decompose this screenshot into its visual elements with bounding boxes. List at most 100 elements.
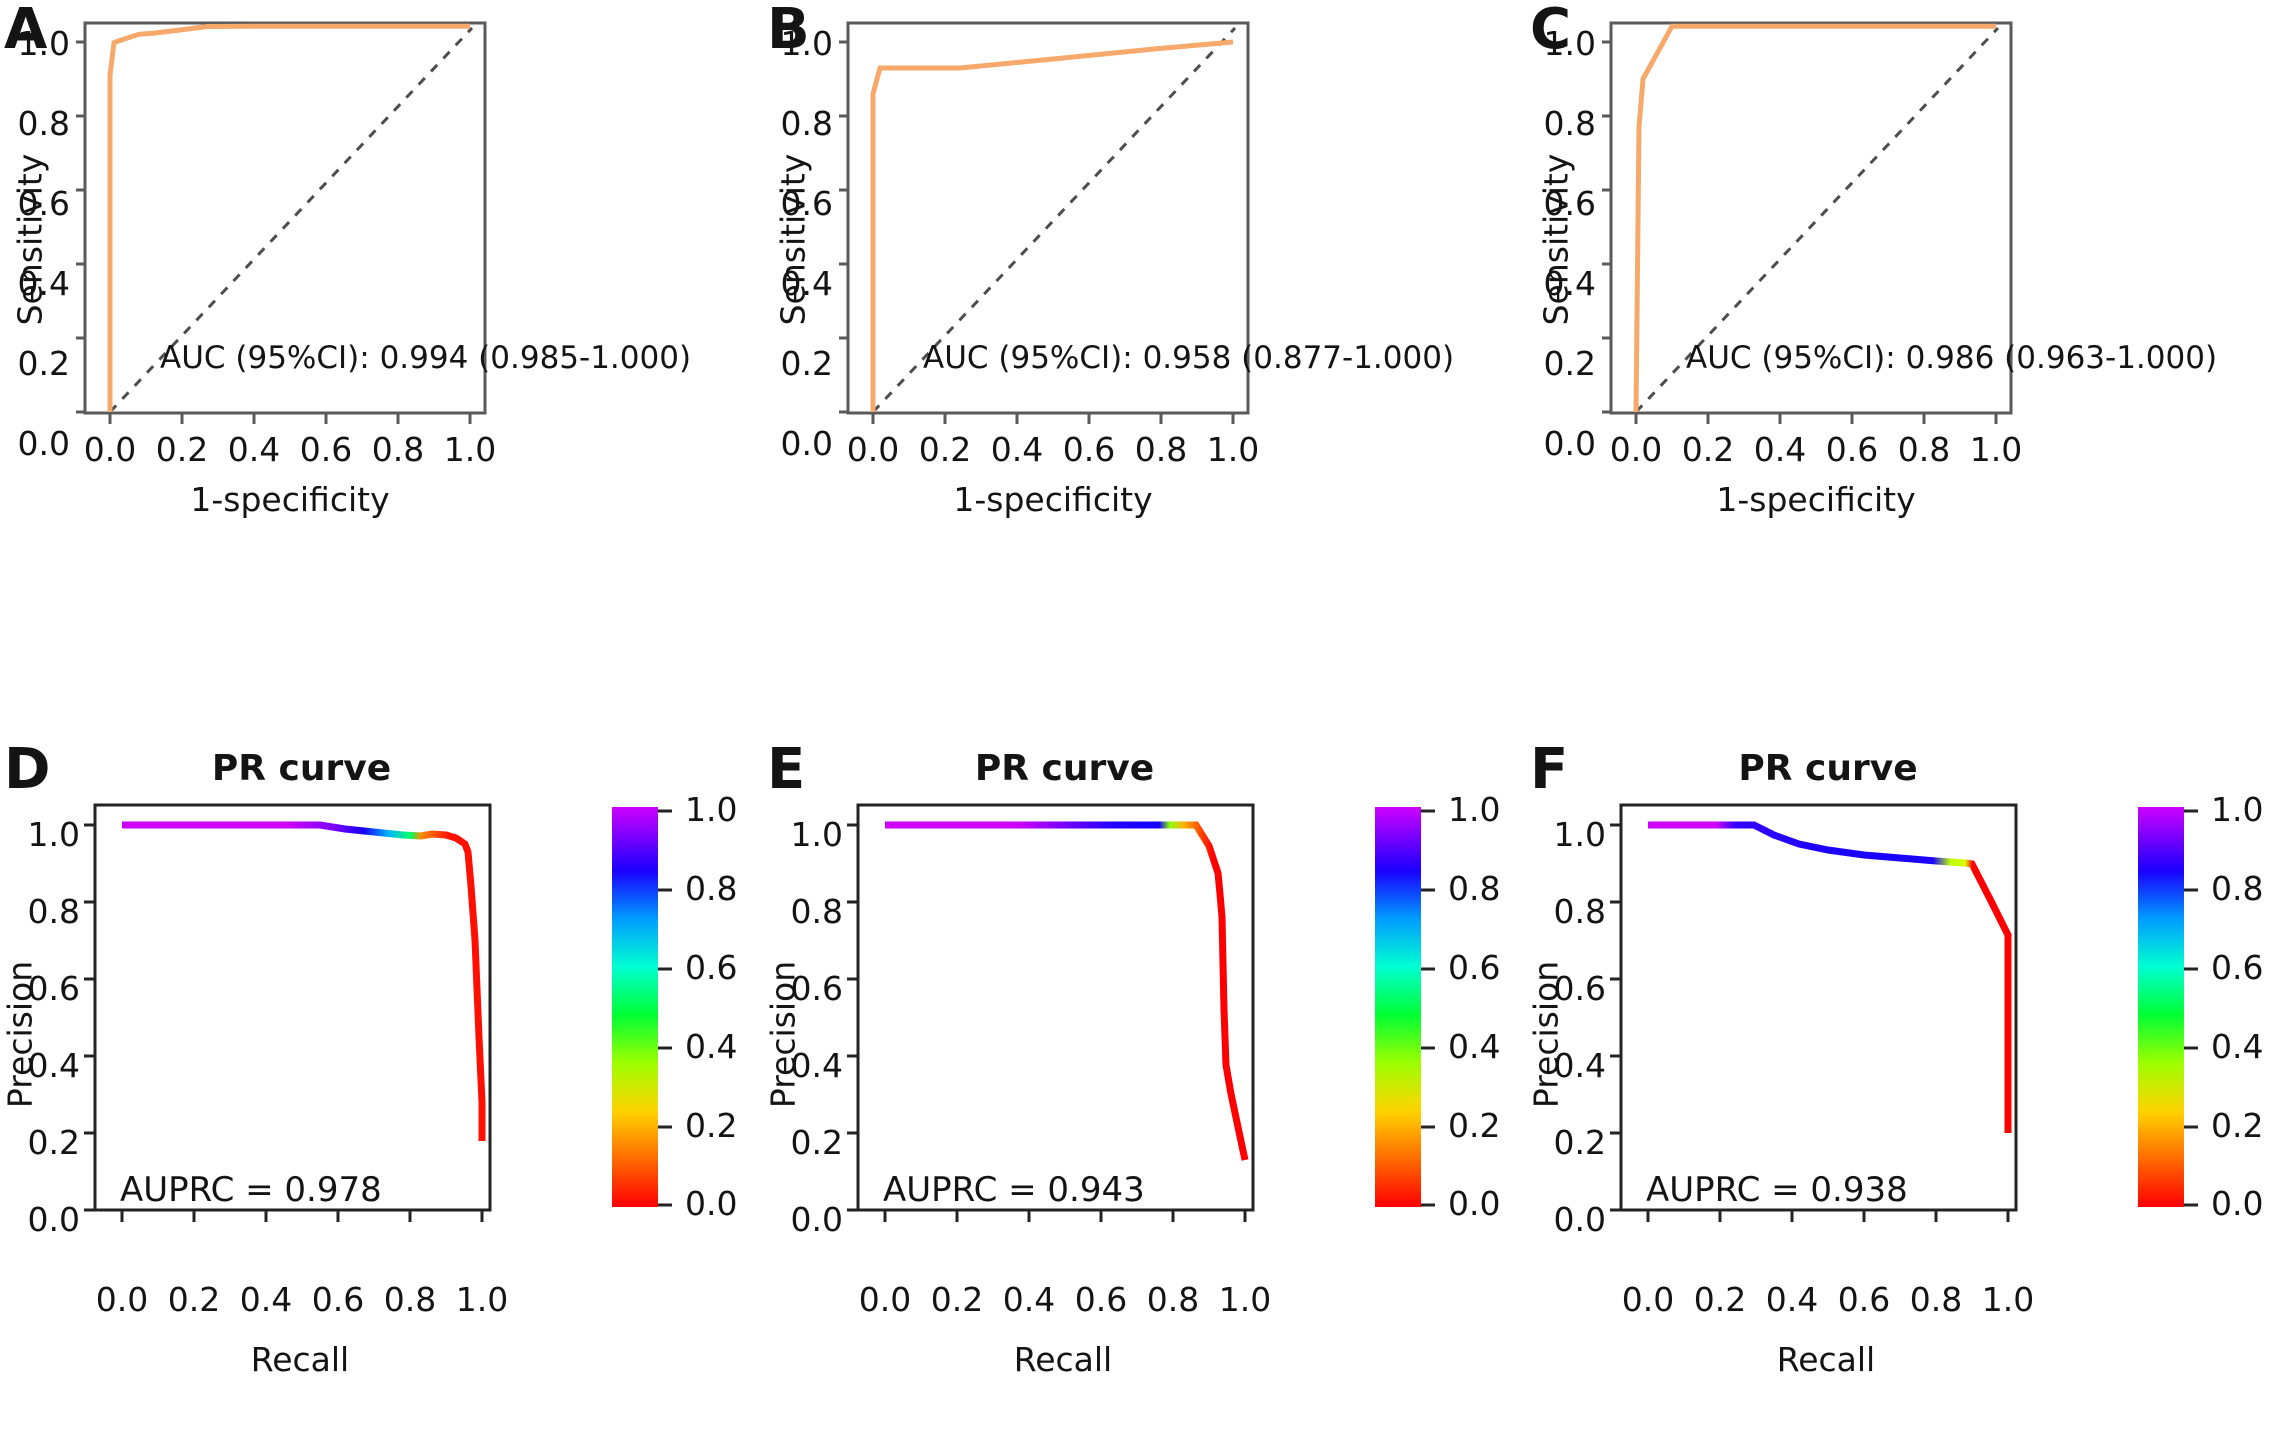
xtick-label: 0.0 [1621,1280,1675,1319]
xtick-label: 0.2 [1693,1280,1747,1319]
plot-area-c [1602,21,2013,424]
xtick-label: 0.4 [239,1280,293,1319]
xtick-label: 0.6 [1837,1280,1891,1319]
pr-curve [122,821,486,1141]
panel-letter-a: A [4,0,48,62]
colorbar-tick-label: 0.8 [1448,869,1501,908]
colorbar-tick-label: 0.0 [2211,1184,2264,1223]
panel-d: D PR curve 1.0 0.8 0.6 0.4 0.2 0.0 Preci… [0,740,763,1444]
ytick-label: 1.0 [27,815,80,854]
ytick-label: 0.4 [17,264,70,303]
x-axis-label: Recall [1776,1340,1876,1379]
colorbar-tick-label: 0.6 [685,948,738,987]
colorbar-tick-label: 0.2 [2211,1106,2264,1145]
panel-letter-f: F [1530,737,1569,802]
panel-letter-c: C [1530,0,1572,62]
colorbar-tick-label: 0.0 [685,1184,738,1223]
xtick-label: 0.2 [930,1280,984,1319]
colorbar-f [2138,807,2198,1207]
chance-diagonal [871,26,1237,414]
xtick-label: 0.0 [95,1280,149,1319]
ytick-label: 0.4 [790,1046,843,1085]
ytick-label: 1.0 [1543,24,1596,63]
ytick-label: 0.8 [1543,104,1596,143]
x-axis-label: 1-specificity [953,480,1153,519]
xtick-label: 0.0 [858,1280,912,1319]
roc-curve [870,39,1234,412]
ytick-label: 1.0 [790,815,843,854]
xtick-label: 0.6 [1062,430,1116,469]
x-axis-label: 1-specificity [190,480,390,519]
ytick-label: 1.0 [1553,815,1606,854]
ytick-label: 0.2 [27,1123,80,1162]
ytick-label: 0.0 [790,1200,843,1239]
ytick-label: 0.6 [1543,184,1596,223]
ytick-label: 0.6 [27,969,80,1008]
colorbar-tick-label: 0.2 [685,1106,738,1145]
plot-title-e: PR curve [974,748,1155,789]
xtick-label: 0.0 [83,430,137,469]
xtick-label: 0.4 [1002,1280,1056,1319]
panel-letter-e: E [767,737,806,802]
panel-letter-b: B [767,0,810,62]
ytick-label: 0.2 [1553,1123,1606,1162]
colorbar-tick-label: 0.8 [685,869,738,908]
plot-title-d: PR curve [211,748,392,789]
y-axis-label: Precision [0,960,40,1109]
xtick-label: 0.6 [299,430,353,469]
panel-e: E PR curve 1.0 0.8 0.6 0.4 0.2 0.0 Preci… [763,740,1526,1444]
ytick-label: 0.0 [27,1200,80,1239]
colorbar-tick-label: 0.4 [2211,1027,2264,1066]
ytick-label: 0.6 [1553,969,1606,1008]
ytick-label: 0.2 [17,344,70,383]
panel-f: F PR curve 1.0 0.8 0.6 0.4 0.2 0.0 Preci… [1526,740,2290,1444]
xtick-label: 0.4 [990,430,1044,469]
pr-curve [1648,821,2012,1133]
xtick-label: 0.6 [311,1280,365,1319]
xtick-label: 0.0 [846,430,900,469]
ytick-label: 0.2 [790,1123,843,1162]
xtick-label: 1.0 [1969,430,2023,469]
xtick-label: 1.0 [1981,1280,2035,1319]
auc-annotation: AUC (95%CI): 0.994 (0.985-1.000) [160,340,692,376]
auprc-annotation: AUPRC = 0.978 [120,1170,382,1210]
y-axis-label: Sensitivity [1536,153,1576,326]
plot-title-f: PR curve [1738,748,1918,789]
ytick-label: 0.8 [790,892,843,931]
xtick-label: 0.6 [1825,430,1879,469]
colorbar-tick-label: 0.6 [1448,948,1501,987]
xtick-label: 0.6 [1074,1280,1128,1319]
x-axis-label: Recall [250,1340,350,1379]
xtick-label: 0.4 [1753,430,1807,469]
pr-curve [885,821,1249,1161]
ytick-label: 0.4 [1543,264,1596,303]
y-axis-label: Sensitivity [10,153,50,326]
xtick-label: 0.4 [227,430,281,469]
roc-curve [107,23,470,412]
chance-diagonal [1634,26,2000,414]
ytick-label: 0.8 [1553,892,1606,931]
xtick-label: 0.8 [1897,430,1951,469]
ytick-label: 0.0 [1543,424,1596,463]
xtick-label: 0.8 [1909,1280,1963,1319]
ytick-label: 0.0 [17,424,70,463]
xtick-label: 0.2 [1681,430,1735,469]
auc-annotation: AUC (95%CI): 0.986 (0.963-1.000) [1686,340,2218,376]
ytick-label: 0.6 [780,184,833,223]
xtick-label: 0.0 [1609,430,1663,469]
ytick-label: 1.0 [17,24,70,63]
ytick-label: 0.0 [1553,1200,1606,1239]
xtick-label: 0.2 [167,1280,221,1319]
chance-diagonal [108,26,474,414]
ytick-label: 0.4 [27,1046,80,1085]
y-axis-label: Sensitivity [773,153,813,326]
y-axis-label: Precision [1526,960,1566,1109]
colorbar-e [1375,807,1435,1207]
xtick-label: 0.8 [1146,1280,1200,1319]
ytick-label: 0.6 [17,184,70,223]
xtick-label: 0.8 [383,1280,437,1319]
plot-area-a [76,21,487,424]
colorbar-tick-label: 0.4 [685,1027,738,1066]
ytick-label: 0.8 [17,104,70,143]
xtick-label: 0.8 [1134,430,1188,469]
